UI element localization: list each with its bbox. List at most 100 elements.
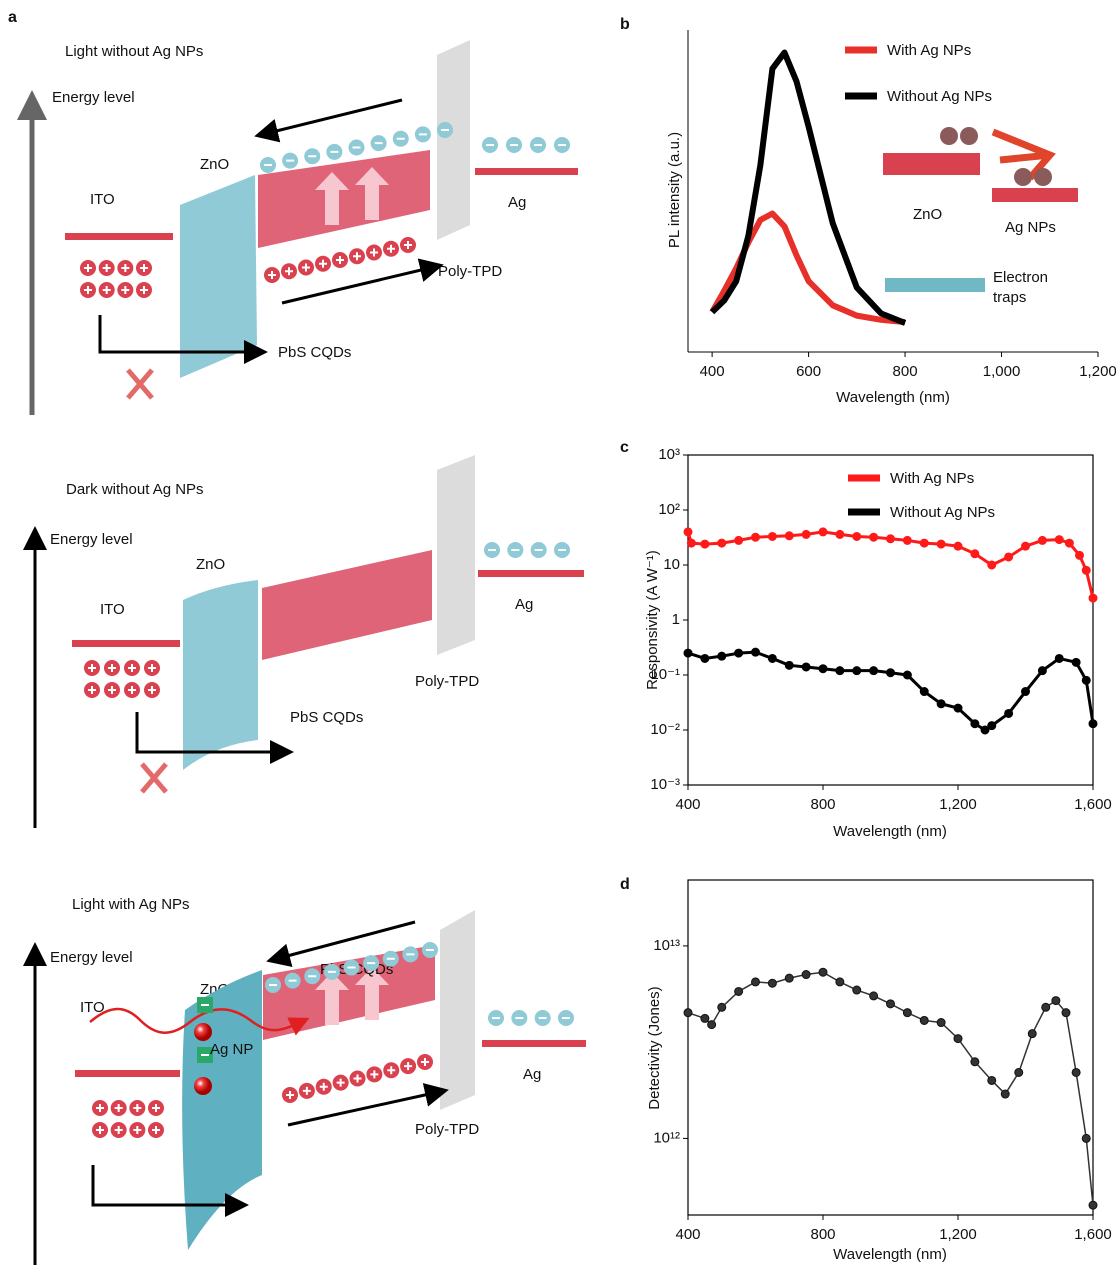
- point: [1089, 720, 1097, 728]
- panel-label: d: [620, 876, 630, 893]
- point: [802, 663, 810, 671]
- point: [1038, 536, 1046, 544]
- point: [1072, 1068, 1080, 1076]
- point: [687, 539, 695, 547]
- point: [701, 1014, 709, 1022]
- point: [768, 532, 776, 540]
- point: [1022, 688, 1030, 696]
- point: [971, 1058, 979, 1066]
- point: [1022, 542, 1030, 550]
- point: [1082, 1134, 1090, 1142]
- figure: a Light without Ag NPs Energy level ITO …: [0, 0, 1116, 1267]
- point: [836, 978, 844, 986]
- point: [937, 700, 945, 708]
- diagram-light-without: Light without Ag NPs Energy level ITO Zn…: [32, 40, 578, 415]
- point: [1038, 667, 1046, 675]
- arrow: [260, 100, 402, 135]
- legend-label: Without Ag NPs: [890, 504, 995, 521]
- x-tick-label: 400: [700, 363, 725, 380]
- zno-band: [183, 580, 258, 770]
- point: [1001, 1090, 1009, 1098]
- panel-title: Light without Ag NPs: [65, 43, 203, 60]
- ag-level: [992, 188, 1078, 202]
- ag-nanoparticle: [194, 1077, 212, 1095]
- point: [870, 533, 878, 541]
- electron: [1014, 168, 1032, 186]
- inset: ZnO Ag NPs Electron traps: [883, 127, 1078, 306]
- y-tick-label: 10²: [658, 501, 680, 518]
- point: [802, 530, 810, 538]
- point: [836, 667, 844, 675]
- point: [735, 536, 743, 544]
- y-tick-label: 10¹²: [653, 1129, 680, 1146]
- point: [684, 1009, 692, 1017]
- y-tick-label: 10⁻³: [650, 776, 680, 793]
- inset-label: traps: [993, 289, 1026, 306]
- x-tick-label: 1,200: [939, 796, 977, 813]
- legend-label: Without Ag NPs: [887, 88, 992, 105]
- point: [1082, 566, 1090, 574]
- point: [870, 667, 878, 675]
- zno-band: [180, 175, 257, 378]
- point: [718, 539, 726, 547]
- ag-label: Ag: [508, 194, 526, 211]
- point: [836, 530, 844, 538]
- point: [684, 649, 692, 657]
- point: [701, 540, 709, 548]
- point: [768, 654, 776, 662]
- point: [887, 1000, 895, 1008]
- point: [752, 978, 760, 986]
- point: [819, 665, 827, 673]
- panel-title: Light with Ag NPs: [72, 896, 190, 913]
- panel-label: a: [8, 9, 17, 26]
- point: [785, 661, 793, 669]
- point: [988, 722, 996, 730]
- point: [708, 1021, 716, 1029]
- point: [1005, 553, 1013, 561]
- point: [752, 533, 760, 541]
- x-tick-label: 1,200: [939, 1226, 977, 1243]
- y-tick-label: 1: [672, 611, 680, 628]
- point: [1055, 536, 1063, 544]
- x-tick-label: 600: [796, 363, 821, 380]
- x-tick-label: 800: [810, 1226, 835, 1243]
- ag-label: Ag: [523, 1066, 541, 1083]
- blocked-mark: [128, 370, 152, 398]
- electron: [1034, 168, 1052, 186]
- pbs-band: [262, 550, 432, 660]
- point: [1052, 997, 1060, 1005]
- x-axis-label: Wavelength (nm): [833, 1246, 947, 1263]
- point: [1015, 1068, 1023, 1076]
- y-axis-label: Responsivity (A W⁻¹): [644, 550, 661, 690]
- x-tick-label: 800: [810, 796, 835, 813]
- point: [718, 652, 726, 660]
- poly-tpd-label: Poly-TPD: [415, 673, 479, 690]
- y-tick-label: 10: [663, 556, 680, 573]
- point: [735, 987, 743, 995]
- pbs-label: PbS CQDs: [278, 344, 351, 361]
- point: [937, 540, 945, 548]
- ag-np-label: Ag NP: [210, 1041, 253, 1058]
- point: [937, 1019, 945, 1027]
- poly-tpd-label: Poly-TPD: [415, 1121, 479, 1138]
- point: [752, 648, 760, 656]
- zno-label: ZnO: [200, 156, 229, 173]
- poly-tpd-band: [437, 40, 470, 240]
- zno-label: ZnO: [196, 556, 225, 573]
- point: [887, 535, 895, 543]
- ag-label: Ag: [515, 596, 533, 613]
- x-tick-label: 1,600: [1074, 796, 1112, 813]
- point: [887, 669, 895, 677]
- point: [1072, 658, 1080, 666]
- point: [954, 1035, 962, 1043]
- point: [785, 532, 793, 540]
- point: [684, 528, 692, 536]
- point: [1076, 551, 1084, 559]
- point: [802, 971, 810, 979]
- x-axis-label: Wavelength (nm): [833, 823, 947, 840]
- point: [971, 550, 979, 558]
- electron: [940, 127, 958, 145]
- pbs-label: PbS CQDs: [290, 709, 363, 726]
- zno-level: [883, 153, 980, 175]
- point: [718, 1003, 726, 1011]
